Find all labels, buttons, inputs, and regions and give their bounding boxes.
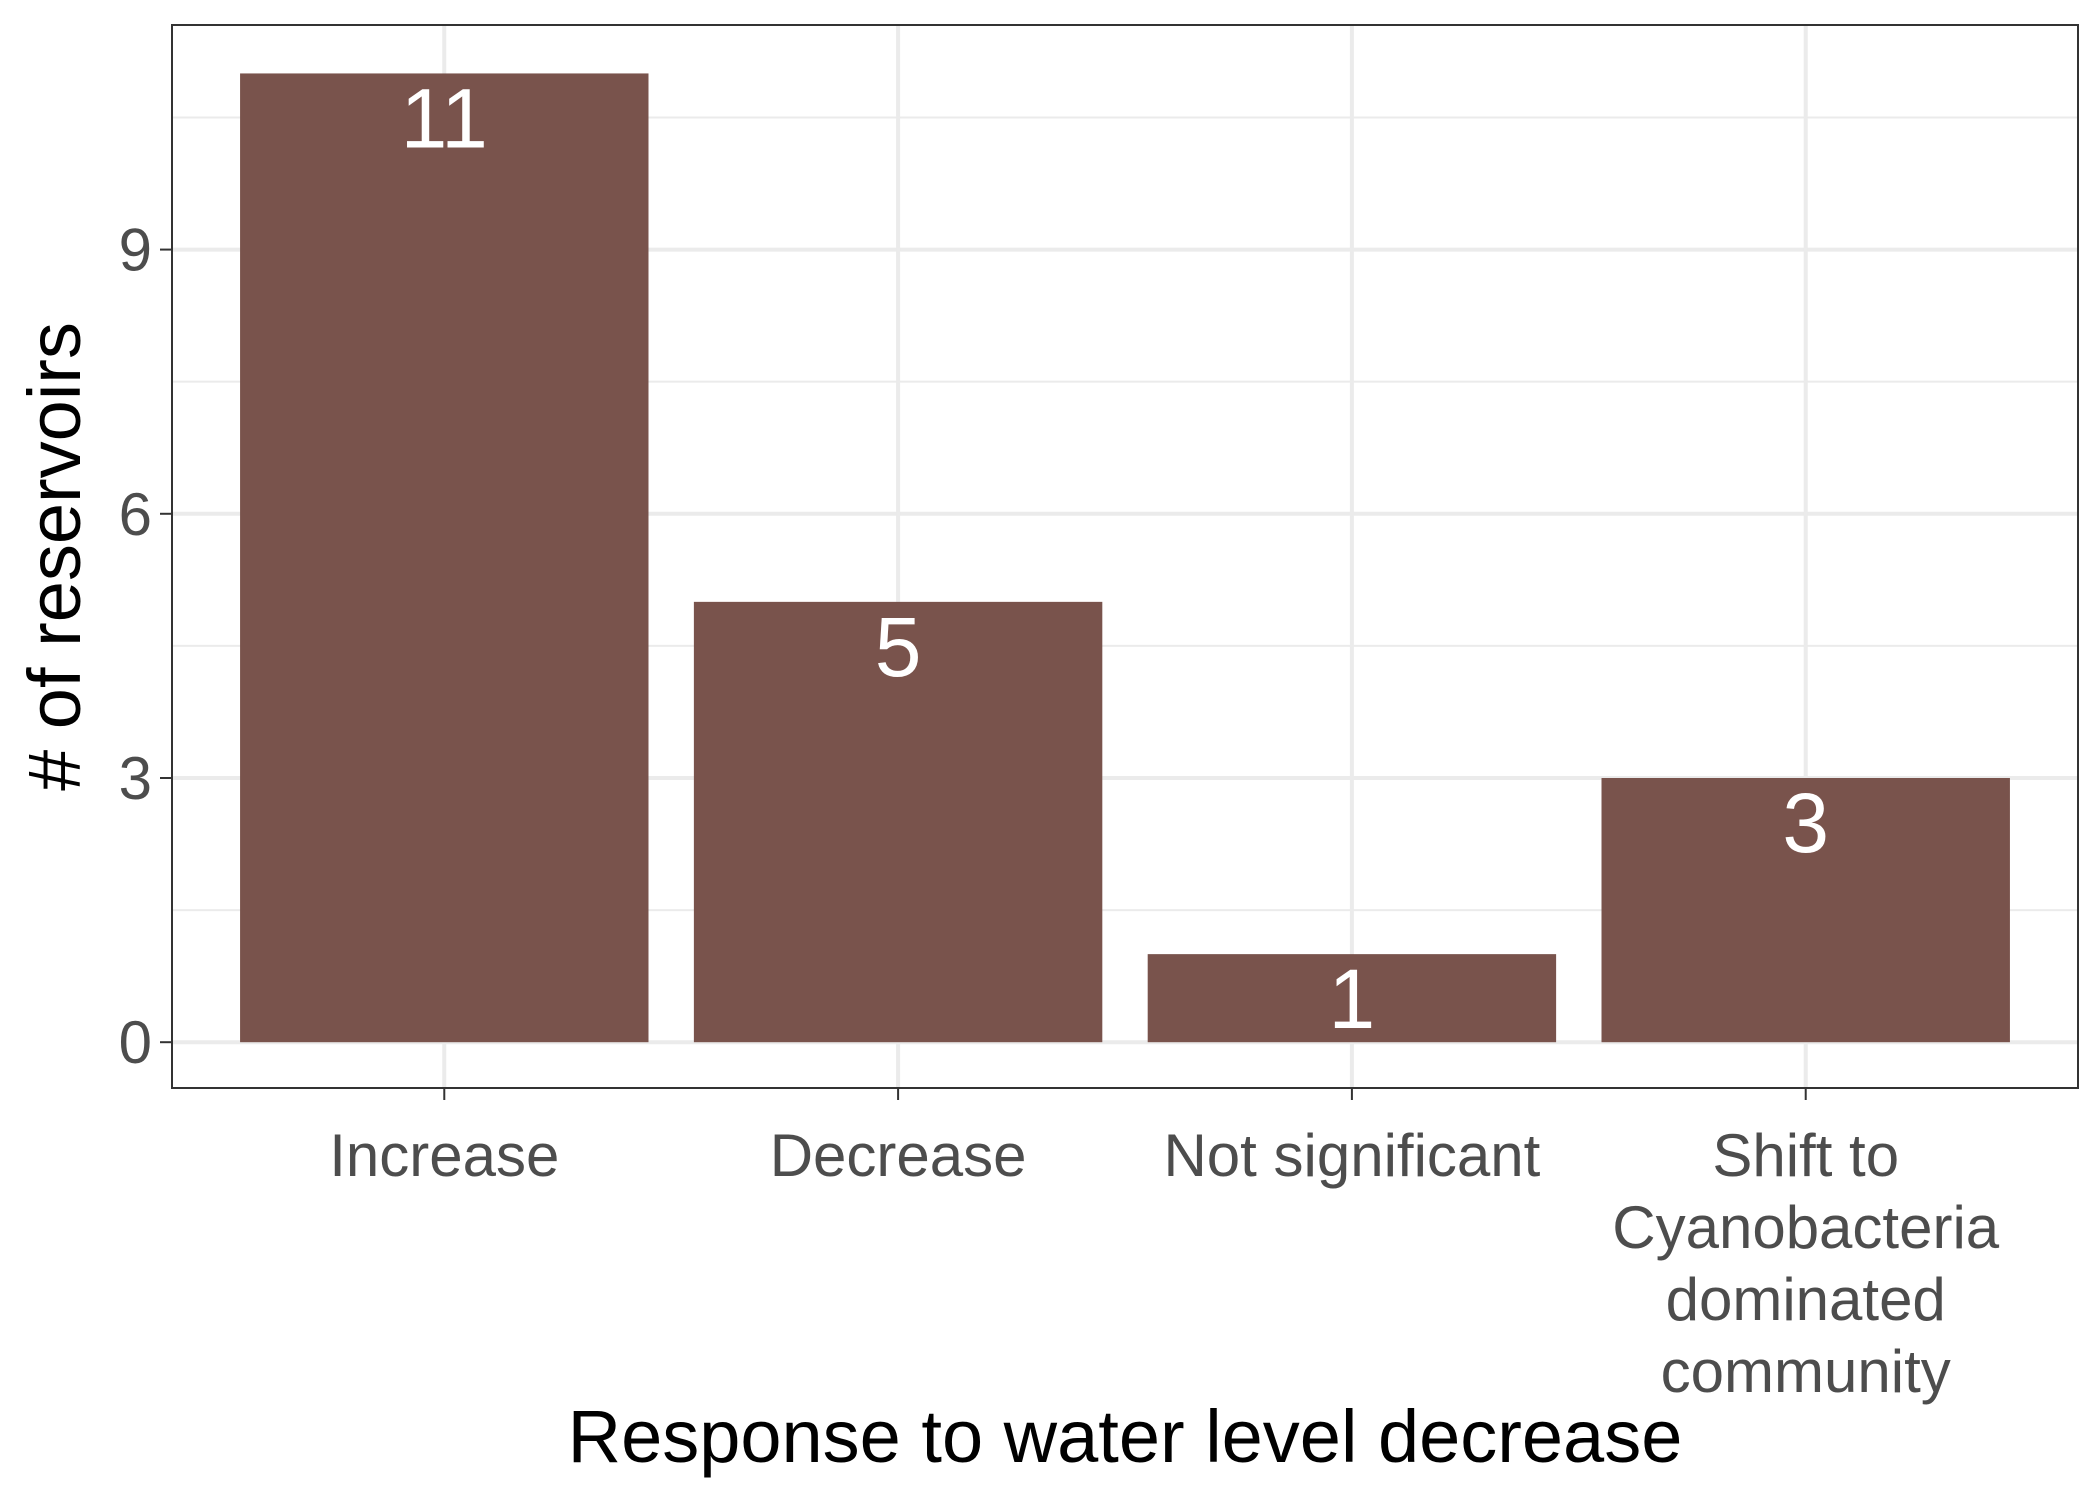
bars (240, 73, 2010, 1043)
x-tick-label-line: Decrease (770, 1122, 1027, 1189)
y-axis-ticks: 0 3 6 9 (119, 217, 172, 1076)
bar-labels: 11 5 1 3 (401, 71, 1829, 1046)
x-tick-label: Shift to Cyanobacteria dominated community (1612, 1122, 2000, 1405)
x-tick-label-line: Shift to (1712, 1122, 1899, 1189)
x-axis-ticks: Increase Decrease Not significant Shift to C… (329, 1088, 2000, 1405)
bar-value-label: 1 (1329, 952, 1376, 1046)
bar-value-label: 5 (875, 600, 922, 694)
y-tick-label: 9 (119, 217, 152, 284)
y-tick-label: 6 (119, 481, 152, 548)
y-tick-label: 0 (119, 1009, 152, 1076)
bar (693, 601, 1103, 1043)
y-axis-title: # of reservoirs (13, 322, 96, 791)
x-tick-label-line: Cyanobacteria (1612, 1194, 2000, 1261)
x-axis-title: Response to water level decrease (568, 1395, 1683, 1478)
bar-value-label: 3 (1782, 776, 1829, 870)
x-tick-label-line: Not significant (1163, 1122, 1540, 1189)
x-tick-label: Increase (329, 1122, 559, 1189)
bar (1147, 954, 1557, 1043)
x-tick-label-line: dominated (1666, 1266, 1946, 1333)
x-tick-label-line: Increase (329, 1122, 559, 1189)
y-tick-label: 3 (119, 745, 152, 812)
bar (240, 73, 649, 1043)
x-tick-label: Not significant (1163, 1122, 1540, 1189)
panel-border (171, 24, 2079, 1089)
x-tick-label: Decrease (770, 1122, 1027, 1189)
x-tick-label-line: community (1661, 1338, 1951, 1405)
bar (1601, 777, 2010, 1043)
bar-value-label: 11 (401, 71, 488, 165)
